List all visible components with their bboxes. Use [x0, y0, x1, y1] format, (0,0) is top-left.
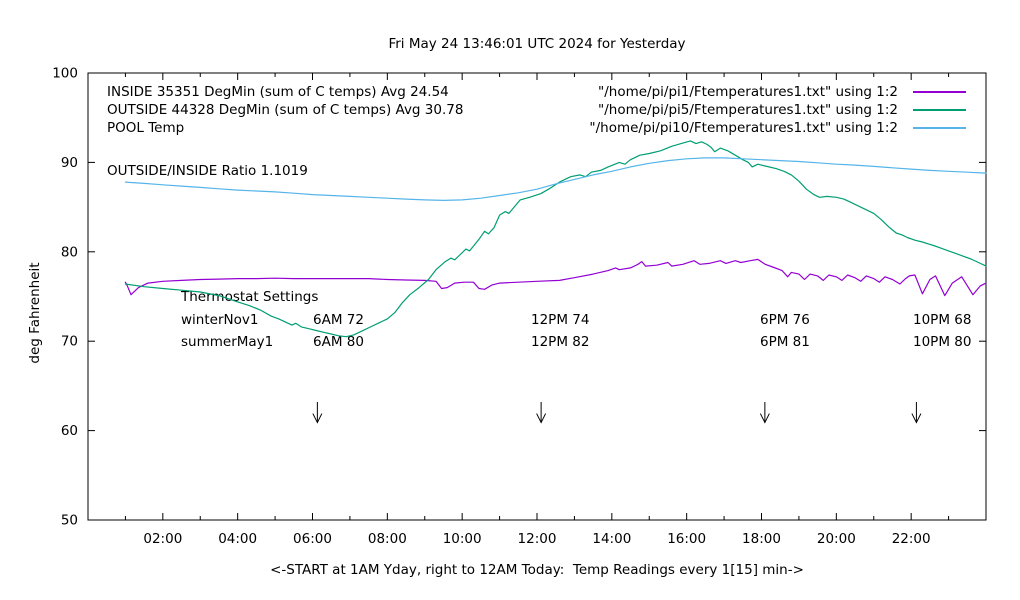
x-tick-label: 20:00	[817, 531, 856, 547]
thermostat-setting: 12PM 74	[531, 312, 590, 328]
y-tick-label: 60	[61, 423, 78, 439]
legend-key-line-pool	[913, 127, 966, 129]
thermostat-setting: 6PM 81	[760, 334, 810, 350]
legend-file-inside: "/home/pi/pi1/Ftemperatures1.txt" using …	[598, 84, 898, 100]
y-tick-label: 100	[52, 66, 78, 82]
x-tick-label: 16:00	[667, 531, 706, 547]
down-arrow-head	[911, 413, 922, 424]
thermostat-setting: 12PM 82	[531, 334, 590, 350]
legend-file-outside: "/home/pi/pi5/Ftemperatures1.txt" using …	[598, 102, 898, 118]
x-tick-label: 12:00	[518, 531, 557, 547]
series-line-pool	[124, 157, 987, 201]
thermostat-row-summer: summerMay1 6AM 80 12PM 82 6PM 81 10PM 80	[0, 334, 1020, 351]
x-tick-label: 10:00	[443, 531, 482, 547]
x-tick-label: 08:00	[368, 531, 407, 547]
legend-label-pool: POOL Temp	[107, 120, 185, 136]
legend-key-line-inside	[913, 91, 966, 93]
x-tick-label: 04:00	[218, 531, 257, 547]
legend-file-pool: "/home/pi/pi10/Ftemperatures1.txt" using…	[589, 120, 898, 136]
thermostat-setting: 6AM 80	[313, 334, 364, 350]
series-line-inside	[124, 258, 987, 297]
chart-title: Fri May 24 13:46:01 UTC 2024 for Yesterd…	[388, 36, 686, 52]
legend-label-outside: OUTSIDE 44328 DegMin (sum of C temps) Av…	[107, 102, 464, 118]
outside-inside-ratio-label: OUTSIDE/INSIDE Ratio 1.1019	[107, 163, 308, 179]
series-line-outside	[124, 140, 987, 338]
down-arrow-head	[312, 413, 323, 424]
y-tick-label: 90	[61, 155, 78, 171]
thermostat-setting: 6PM 76	[760, 312, 810, 328]
legend-key-line-outside	[913, 109, 966, 111]
y-tick-label: 50	[61, 513, 78, 529]
x-axis-label: <-START at 1AM Yday, right to 12AM Today…	[270, 562, 804, 578]
down-arrow-head	[536, 413, 547, 424]
thermostat-setting: 10PM 68	[913, 312, 972, 328]
thermostat-settings-title: Thermostat Settings	[181, 289, 319, 305]
thermostat-row-winter: winterNov1 6AM 72 12PM 74 6PM 76 10PM 68	[0, 312, 1020, 329]
x-tick-label: 22:00	[892, 531, 931, 547]
legend-row-pool: POOL Temp "/home/pi/pi10/Ftemperatures1.…	[0, 120, 1020, 138]
legend-row-outside: OUTSIDE 44328 DegMin (sum of C temps) Av…	[0, 102, 1020, 120]
y-tick-label: 70	[61, 334, 78, 350]
x-tick-label: 18:00	[742, 531, 781, 547]
thermostat-setting: 6AM 72	[313, 312, 364, 328]
x-tick-label: 06:00	[293, 531, 332, 547]
down-arrow-head	[759, 413, 770, 424]
thermostat-row-name: winterNov1	[181, 312, 259, 328]
legend-label-inside: INSIDE 35351 DegMin (sum of C temps) Avg…	[107, 84, 449, 100]
legend-row-inside: INSIDE 35351 DegMin (sum of C temps) Avg…	[0, 84, 1020, 102]
x-tick-label: 02:00	[143, 531, 182, 547]
x-tick-label: 14:00	[592, 531, 631, 547]
thermostat-setting: 10PM 80	[913, 334, 972, 350]
y-tick-label: 80	[61, 244, 78, 260]
thermostat-row-name: summerMay1	[181, 334, 274, 350]
